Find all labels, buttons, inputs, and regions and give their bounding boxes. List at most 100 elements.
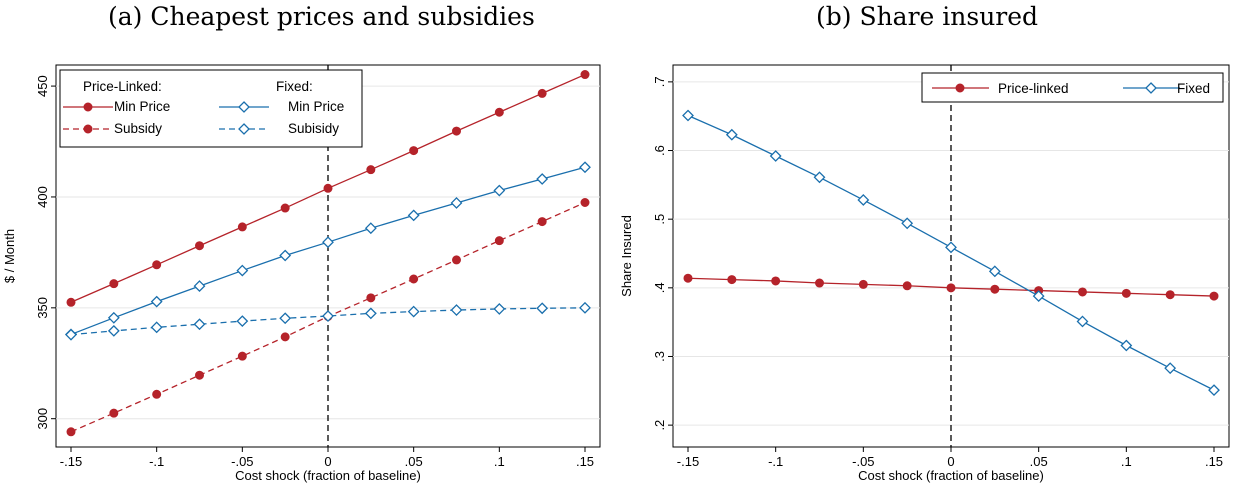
x-tick-label: -.05	[852, 454, 874, 469]
legend-marker	[238, 123, 250, 135]
data-point	[771, 276, 781, 286]
data-point	[580, 198, 590, 207]
data-point	[1121, 288, 1131, 298]
data-point	[450, 304, 463, 316]
y-tick-label: .5	[652, 214, 667, 225]
x-tick-label: .15	[1205, 454, 1223, 469]
data-point	[1076, 315, 1089, 328]
data-point	[152, 260, 162, 270]
data-point	[364, 307, 377, 320]
x-tick-label: -.15	[60, 454, 82, 469]
data-point	[66, 427, 76, 437]
data-point	[1120, 339, 1133, 352]
data-point	[1164, 362, 1177, 375]
x-tick-label: 0	[324, 454, 331, 469]
data-point	[109, 408, 119, 418]
data-point	[815, 278, 824, 288]
data-point	[322, 236, 334, 249]
panel-b-title: (b) Share insured	[816, 2, 1039, 31]
legend-marker	[83, 102, 93, 112]
y-tick-label: 400	[35, 186, 50, 208]
legend-marker	[955, 83, 965, 93]
x-tick-label: -.05	[231, 454, 253, 469]
data-point	[580, 70, 590, 80]
legend-label: Subisidy	[288, 121, 339, 136]
data-point	[857, 194, 870, 206]
y-axis-label: Share Insured	[619, 215, 634, 297]
y-axis-label: $ / Month	[2, 229, 17, 283]
x-tick-label: .1	[1121, 454, 1132, 469]
y-tick-label: 450	[35, 75, 50, 97]
data-point	[813, 171, 826, 184]
data-point	[1078, 287, 1087, 297]
data-point	[493, 184, 506, 197]
data-point	[150, 321, 163, 334]
data-point	[1165, 290, 1175, 300]
data-point	[945, 241, 957, 254]
data-point	[493, 303, 506, 315]
data-point	[946, 283, 956, 293]
data-point	[494, 236, 504, 246]
data-point	[150, 295, 163, 308]
data-point	[366, 293, 376, 303]
data-point	[280, 332, 290, 342]
legend-label: Fixed	[1177, 81, 1210, 96]
data-point	[579, 301, 591, 314]
data-point	[725, 128, 738, 141]
legend-group-header: Fixed:	[276, 79, 313, 94]
y-tick-label: .7	[652, 76, 667, 87]
panel-b-chart: .2 .3 .4 .5 .6 .7 -.15 -.1 -.05 0 .05 .1 .15 Cost sho…	[619, 64, 1230, 483]
legend-label: Price-linked	[998, 81, 1069, 96]
y-tick-label: .3	[652, 351, 667, 362]
y-tick-label: .4	[652, 282, 667, 293]
panel-a-title: (a) Cheapest prices and subsidies	[108, 2, 535, 31]
data-point	[195, 241, 204, 251]
data-point	[407, 305, 420, 318]
legend: Price-Linked: Fixed: Min Price Subsidy Min P…	[59, 69, 363, 148]
x-tick-label: .05	[1030, 454, 1048, 469]
x-tick-label: 0	[947, 454, 954, 469]
legend-marker	[83, 124, 93, 134]
data-point	[901, 217, 914, 230]
data-point	[236, 315, 249, 328]
panel-a-chart: 300 350 400 450 -.15 -.1 -.05 0 .05 .1 .15 Cost sho…	[2, 64, 601, 483]
data-point	[237, 351, 247, 361]
data-point	[193, 280, 206, 293]
data-point	[279, 249, 292, 262]
data-point	[988, 265, 1001, 278]
data-point	[902, 281, 912, 291]
data-point	[237, 222, 247, 232]
legend-box	[59, 69, 363, 148]
y-tick-label: 300	[35, 408, 50, 430]
data-point	[1208, 384, 1220, 397]
data-point	[536, 173, 549, 185]
legend-label: Subsidy	[114, 121, 162, 136]
data-point	[682, 109, 694, 122]
data-point	[152, 389, 162, 399]
x-tick-label: .05	[405, 454, 423, 469]
y-tick-label: .2	[652, 420, 667, 431]
data-point	[537, 217, 547, 227]
data-point	[452, 255, 461, 265]
data-point	[366, 165, 376, 175]
data-point	[107, 324, 120, 337]
data-point	[1209, 291, 1219, 301]
data-point	[322, 310, 334, 322]
data-point	[990, 284, 1000, 294]
data-point	[409, 274, 419, 284]
data-point	[1032, 290, 1045, 302]
legend-group-header: Price-Linked:	[83, 79, 162, 94]
x-tick-label: -.1	[149, 454, 164, 469]
data-point	[407, 209, 420, 222]
legend-label: Min Price	[288, 99, 344, 114]
legend: Price-linked Fixed	[921, 72, 1224, 103]
data-point	[579, 161, 591, 174]
legend-marker	[1145, 82, 1157, 94]
data-point	[769, 150, 782, 162]
data-point	[450, 197, 463, 209]
data-point	[536, 302, 549, 315]
x-tick-label: .1	[494, 454, 505, 469]
data-point	[537, 88, 547, 98]
legend-marker	[238, 101, 250, 113]
data-point	[193, 318, 206, 331]
